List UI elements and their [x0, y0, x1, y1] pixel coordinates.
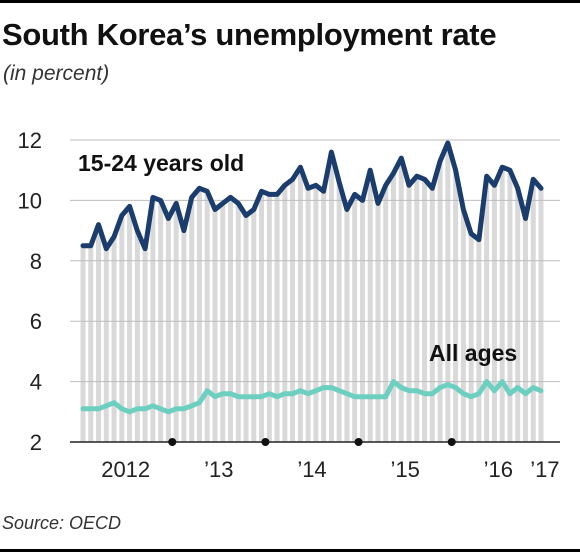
background-bar — [189, 197, 195, 442]
background-bar — [453, 170, 459, 442]
background-bar — [538, 188, 544, 442]
x-tick-label: ’15 — [390, 457, 419, 482]
series-label-15-24-years-old: 15-24 years old — [78, 150, 244, 176]
x-tick-label: ’14 — [297, 457, 326, 482]
background-bar — [352, 194, 358, 442]
y-axis-ticks: 2 4 6 8 10 12 — [18, 128, 42, 455]
x-tick-label: 2012 — [101, 457, 150, 482]
year-boundary-dot — [261, 438, 270, 446]
background-bar — [80, 245, 86, 442]
gridlines — [70, 139, 560, 383]
background-bar — [181, 230, 187, 442]
y-tick-label: 2 — [30, 430, 42, 455]
background-bar — [476, 239, 482, 442]
background-bar — [445, 143, 451, 442]
background-bar — [437, 161, 443, 442]
background-bar — [321, 191, 327, 442]
background-bar — [414, 176, 420, 443]
y-tick-label: 4 — [30, 370, 42, 395]
background-bar — [429, 188, 435, 442]
x-tick-label: ’17 — [530, 457, 559, 482]
series-label-all-ages: All ages — [429, 340, 517, 366]
background-bar — [391, 173, 397, 442]
x-axis-ticks: 2012 ’13 ’14 ’15 ’16 ’17 — [101, 457, 559, 482]
background-bar — [468, 233, 474, 442]
background-bar — [282, 185, 288, 443]
x-tick-label: ’13 — [204, 457, 233, 482]
background-bar — [274, 194, 280, 442]
background-bar — [235, 203, 241, 442]
background-bar — [383, 185, 389, 443]
background-bar — [251, 209, 257, 442]
background-bar — [422, 179, 428, 442]
background-bar — [165, 218, 171, 442]
background-bar — [220, 203, 226, 442]
background-bar — [406, 185, 412, 443]
y-tick-label: 6 — [30, 309, 42, 334]
background-bar — [530, 179, 536, 442]
background-bar — [290, 179, 296, 442]
background-bar — [227, 197, 233, 442]
background-bar — [127, 206, 133, 442]
background-bar — [103, 248, 109, 442]
background-bar — [266, 194, 272, 442]
background-bar — [134, 230, 140, 442]
y-tick-label: 10 — [18, 188, 42, 213]
background-bar — [305, 188, 311, 442]
y-tick-label: 12 — [18, 128, 42, 153]
x-tick-label: ’16 — [484, 457, 513, 482]
background-bar — [313, 185, 319, 443]
chart-subtitle: (in percent) — [3, 62, 110, 85]
background-bar — [142, 248, 148, 442]
background-bar — [88, 245, 94, 442]
background-bar — [398, 158, 404, 442]
background-bar — [259, 191, 265, 442]
series-line-15-24-years-old — [80, 140, 544, 252]
bottom-rule — [0, 549, 580, 552]
top-rule — [0, 0, 580, 3]
year-boundary-dot — [354, 438, 363, 446]
background-bar — [212, 209, 218, 442]
background-bars — [80, 143, 544, 443]
year-boundary-dot — [447, 438, 456, 446]
background-bar — [499, 167, 505, 442]
background-bar — [375, 203, 381, 442]
background-bar — [173, 203, 179, 442]
background-bar — [507, 170, 513, 442]
chart-title: South Korea’s unemployment rate — [2, 17, 497, 52]
background-bar — [460, 209, 466, 442]
background-bar — [328, 152, 334, 442]
year-boundary-markers — [168, 438, 456, 446]
background-bar — [491, 185, 497, 443]
background-bar — [150, 197, 156, 442]
source-note: Source: OECD — [2, 513, 122, 533]
background-bar — [367, 170, 373, 442]
year-boundary-dot — [168, 438, 177, 446]
background-bar — [243, 215, 249, 442]
background-bar — [522, 218, 528, 442]
background-bar — [96, 224, 102, 442]
background-bar — [119, 215, 125, 442]
y-tick-label: 8 — [30, 249, 42, 274]
background-bar — [515, 188, 521, 442]
background-bar — [344, 209, 350, 442]
background-bar — [196, 188, 202, 442]
series-line-all-ages — [80, 379, 544, 415]
background-bar — [204, 191, 210, 442]
background-bar — [484, 176, 490, 443]
background-bar — [336, 182, 342, 442]
background-bar — [111, 236, 117, 442]
line-chart: 2 4 6 8 10 12 2012 ’13 ’14 ’15 ’16 ’17 15-24 years… — [18, 128, 560, 482]
background-bar — [297, 167, 303, 442]
